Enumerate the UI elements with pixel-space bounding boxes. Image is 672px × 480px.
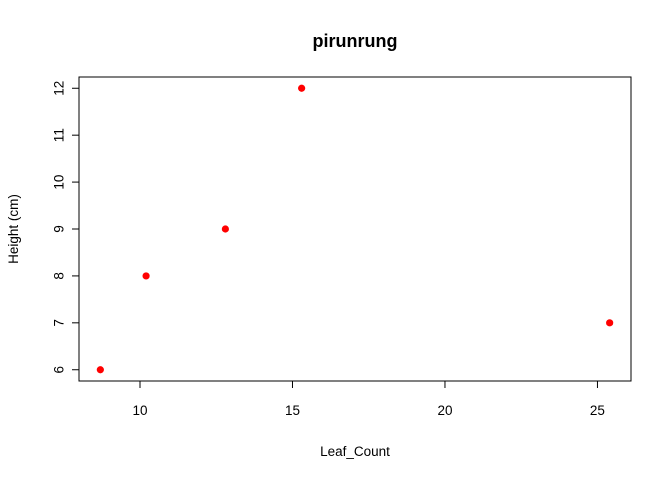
data-point: [142, 272, 150, 280]
x-tick-label: 25: [590, 403, 605, 418]
x-tick-label: 20: [437, 403, 452, 418]
data-point: [298, 84, 306, 92]
x-tick-label: 10: [132, 403, 147, 418]
y-axis-title: Height (cm): [6, 194, 21, 264]
x-tick-label: 15: [285, 403, 300, 418]
y-tick-label: 10: [52, 175, 67, 190]
y-tick-label: 7: [52, 319, 67, 327]
data-point: [96, 366, 104, 374]
y-tick-label: 9: [52, 225, 67, 233]
data-point: [221, 225, 229, 233]
y-tick-label: 6: [52, 366, 67, 374]
plot-area-box: [78, 76, 632, 382]
y-tick-label: 8: [52, 272, 67, 280]
y-tick-label: 12: [52, 81, 67, 96]
data-points: [96, 84, 614, 374]
x-axis: 10 15 20 25: [132, 380, 605, 418]
data-point: [606, 319, 614, 327]
chart-title: pirunrung: [313, 31, 398, 51]
x-axis-title: Leaf_Count: [320, 444, 390, 459]
y-tick-label: 11: [52, 128, 67, 142]
y-axis: 6 7 8 9 10 11 12: [52, 81, 80, 374]
